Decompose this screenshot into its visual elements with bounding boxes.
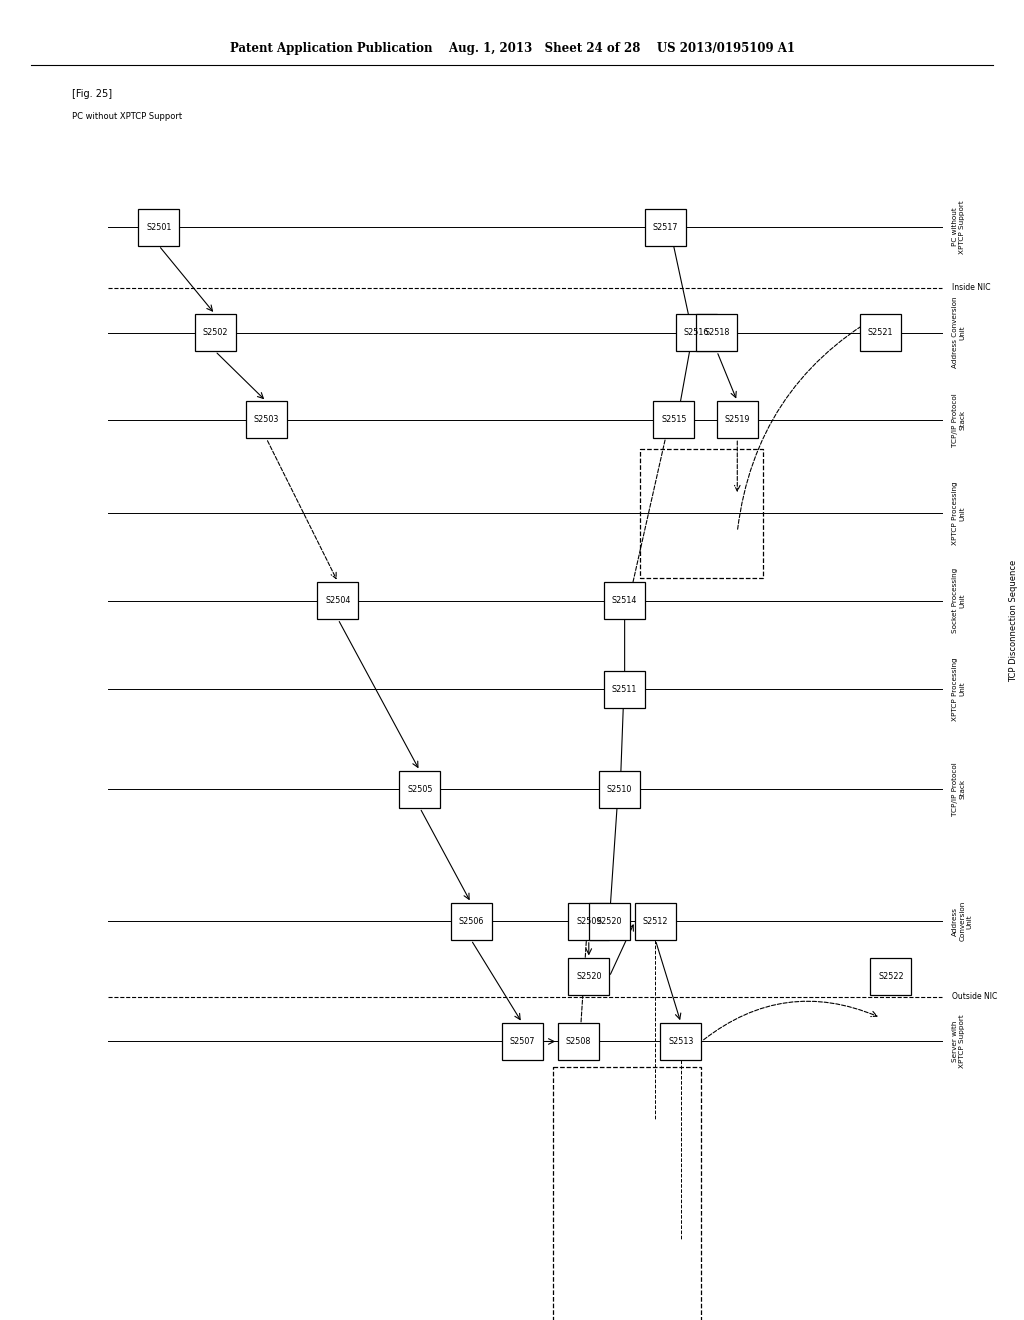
FancyBboxPatch shape [502,1023,543,1060]
Text: PC without XPTCP Support: PC without XPTCP Support [72,112,182,121]
Text: S2507: S2507 [510,1038,535,1045]
FancyBboxPatch shape [660,1023,701,1060]
Text: Server with
XPTCP Support: Server with XPTCP Support [952,1015,966,1068]
Text: S2511: S2511 [612,685,637,693]
FancyBboxPatch shape [870,958,911,995]
FancyBboxPatch shape [451,903,492,940]
FancyBboxPatch shape [568,903,609,940]
Text: Inside NIC: Inside NIC [952,284,991,292]
Text: S2518: S2518 [705,329,729,337]
Text: S2519: S2519 [725,416,750,424]
Text: S2512: S2512 [643,917,668,925]
FancyBboxPatch shape [653,401,694,438]
FancyBboxPatch shape [558,1023,599,1060]
Text: S2510: S2510 [607,785,632,793]
Text: S2520: S2520 [597,917,622,925]
Text: S2516: S2516 [684,329,709,337]
Text: S2520: S2520 [577,973,601,981]
FancyBboxPatch shape [645,209,686,246]
Text: S2503: S2503 [254,416,279,424]
FancyBboxPatch shape [860,314,901,351]
Text: Socket Processing
Unit: Socket Processing Unit [952,568,966,634]
Text: [Fig. 25]: [Fig. 25] [72,88,112,99]
FancyBboxPatch shape [717,401,758,438]
Text: S2513: S2513 [669,1038,693,1045]
Text: Address
Conversion
Unit: Address Conversion Unit [952,902,973,941]
Text: Patent Application Publication    Aug. 1, 2013   Sheet 24 of 28    US 2013/01951: Patent Application Publication Aug. 1, 2… [229,42,795,55]
FancyBboxPatch shape [589,903,630,940]
Text: Address Conversion
Unit: Address Conversion Unit [952,297,966,368]
FancyBboxPatch shape [604,671,645,708]
FancyBboxPatch shape [635,903,676,940]
Text: TCP/IP Protocol
Stack: TCP/IP Protocol Stack [952,763,966,816]
FancyBboxPatch shape [676,314,717,351]
FancyBboxPatch shape [696,314,737,351]
Text: S2522: S2522 [878,973,904,981]
FancyBboxPatch shape [568,958,609,995]
Text: TCP Disconnection Sequence: TCP Disconnection Sequence [1010,560,1018,681]
Text: S2501: S2501 [146,223,171,231]
Text: XPTCP Processing
Unit: XPTCP Processing Unit [952,482,966,545]
Text: S2506: S2506 [459,917,483,925]
Text: S2505: S2505 [408,785,432,793]
Text: Outside NIC: Outside NIC [952,993,997,1001]
FancyBboxPatch shape [604,582,645,619]
Text: S2508: S2508 [566,1038,591,1045]
Text: XPTCP Processing
Unit: XPTCP Processing Unit [952,657,966,721]
Text: S2504: S2504 [326,597,350,605]
Text: S2517: S2517 [653,223,678,231]
Text: S2514: S2514 [612,597,637,605]
FancyBboxPatch shape [138,209,179,246]
Text: S2515: S2515 [662,416,686,424]
Text: S2521: S2521 [868,329,893,337]
FancyBboxPatch shape [599,771,640,808]
Text: PC without
XPTCP Support: PC without XPTCP Support [952,201,966,253]
FancyBboxPatch shape [246,401,287,438]
FancyBboxPatch shape [195,314,236,351]
Text: S2502: S2502 [203,329,227,337]
Text: S2509: S2509 [577,917,601,925]
FancyBboxPatch shape [399,771,440,808]
FancyBboxPatch shape [317,582,358,619]
Text: TCP/IP Protocol
Stack: TCP/IP Protocol Stack [952,393,966,446]
